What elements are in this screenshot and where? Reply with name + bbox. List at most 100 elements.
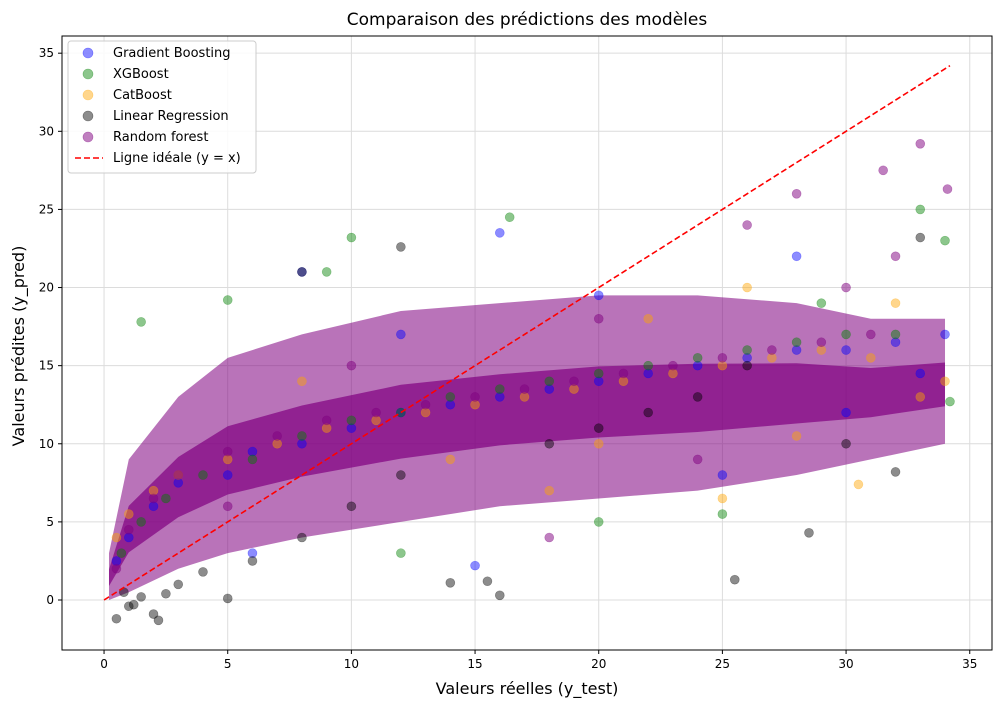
scatter-point: [494, 590, 505, 601]
scatter-point: [116, 548, 127, 558]
scatter-point: [470, 392, 480, 402]
scatter-point: [593, 376, 604, 387]
legend-label: Random forest: [113, 130, 208, 145]
scatter-point: [371, 407, 381, 418]
scatter-point: [890, 337, 901, 348]
scatter-point: [482, 576, 493, 587]
scatter-point: [742, 360, 752, 371]
scatter-point: [396, 470, 406, 480]
legend-marker: [82, 89, 94, 101]
scatter-point: [111, 563, 122, 574]
scatter-point: [161, 588, 171, 599]
scatter-point: [544, 438, 555, 449]
scatter-point: [816, 298, 827, 308]
scatter-point: [136, 317, 146, 327]
y-tick-label: 25: [39, 202, 54, 216]
scatter-point: [544, 384, 555, 394]
x-tick-label: 10: [344, 657, 359, 671]
y-tick-label: 20: [39, 281, 54, 295]
scatter-point: [804, 528, 814, 538]
y-tick-label: 5: [46, 515, 54, 529]
scatter-point: [222, 593, 233, 604]
scatter-point: [942, 184, 953, 194]
scatter-point: [742, 282, 752, 293]
y-axis-label: Valeurs prédites (y_pred): [9, 246, 29, 447]
scatter-point: [791, 345, 802, 355]
scatter-point: [420, 399, 431, 410]
scatter-point: [346, 501, 357, 512]
scatter-point: [915, 139, 926, 149]
scatter-point: [890, 329, 901, 340]
scatter-point: [742, 353, 752, 363]
scatter-point: [866, 353, 876, 363]
scatter-point: [123, 509, 134, 519]
scatter-point: [767, 345, 777, 355]
density-band: [108, 295, 946, 601]
x-axis-label: Valeurs réelles (y_test): [436, 679, 619, 699]
scatter-point: [198, 470, 208, 480]
scatter-point: [494, 392, 505, 402]
scatter-point: [668, 360, 678, 371]
scatter-point: [853, 479, 864, 490]
scatter-point: [841, 407, 851, 418]
scatter-point: [396, 329, 406, 340]
x-tick-label: 25: [715, 657, 730, 671]
x-tick-label: 35: [962, 657, 977, 671]
scatter-point: [940, 376, 950, 387]
scatter-point: [841, 282, 851, 293]
scatter-point: [247, 454, 258, 465]
y-tick-label: 35: [39, 46, 54, 60]
scatter-point: [173, 470, 184, 480]
scatter-point: [445, 392, 456, 402]
scatter-point: [222, 470, 233, 480]
scatter-point: [111, 532, 122, 543]
scatter-point: [222, 446, 233, 457]
scatter-point: [915, 204, 926, 215]
scatter-point: [346, 423, 357, 433]
scatter-point: [519, 384, 530, 394]
scatter-point: [791, 251, 802, 262]
y-tick-label: 30: [39, 124, 54, 138]
scatter-point: [841, 345, 851, 355]
scatter-point: [618, 368, 629, 379]
scatter-point: [692, 360, 703, 371]
ideal-line: [103, 65, 951, 601]
scatter-point: [396, 242, 406, 252]
scatter-point: [297, 267, 307, 277]
scatter-point: [890, 467, 901, 477]
y-tick-label: 0: [46, 593, 54, 607]
scatter-point: [816, 337, 827, 348]
scatter-point: [742, 345, 752, 355]
legend-label: Ligne idéale (y = x): [113, 151, 241, 166]
axis-ticks: 0 5 10 15 20 25 30 35 0 5 10 15 20 25 30 35: [39, 46, 978, 671]
scatter-point: [161, 493, 171, 504]
x-tick-label: 15: [467, 657, 482, 671]
scatter-point: [136, 592, 146, 602]
scatter-point: [445, 454, 456, 465]
scatter-point: [593, 368, 604, 379]
y-tick-label: 10: [39, 437, 54, 451]
scatter-point: [148, 609, 159, 619]
scatter-point: [940, 329, 950, 340]
scatter-point: [494, 228, 505, 238]
scatter-point: [717, 509, 728, 519]
scatter-point: [445, 578, 456, 588]
scatter-point: [791, 431, 802, 441]
plot-frame: [61, 35, 993, 651]
x-tick-label: 20: [591, 657, 606, 671]
scatter-point: [841, 329, 851, 340]
scatter-point: [173, 579, 184, 590]
legend: Gradient Boosting XGBoost CatBoost Linear R…: [67, 40, 257, 174]
legend-marker: [82, 47, 94, 59]
scatter-point: [247, 556, 258, 566]
scatter-point: [717, 353, 728, 363]
scatter-point: [569, 376, 579, 387]
scatter-point: [247, 446, 258, 457]
scatter-point: [346, 415, 357, 426]
scatter-point: [791, 188, 802, 199]
scatter-point: [593, 290, 604, 301]
scatter-point: [470, 560, 480, 571]
legend-marker: [82, 68, 94, 80]
scatter-point: [791, 337, 802, 348]
scatter-point: [136, 517, 146, 527]
